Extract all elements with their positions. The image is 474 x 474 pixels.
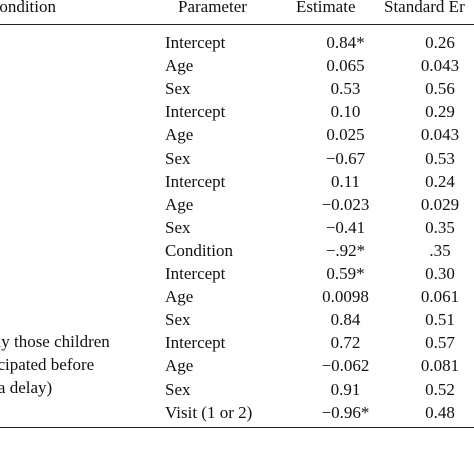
parameter-cell: Intercept: [165, 102, 226, 122]
header-standard-error: Standard Er: [384, 0, 465, 16]
parameter-cell: Intercept: [165, 333, 226, 353]
standard-error-cell: 0.26: [425, 33, 455, 52]
parameter-cell: Visit (1 or 2): [165, 402, 253, 422]
parameter-cell: Age: [165, 356, 194, 376]
standard-error-cell: 0.043: [420, 125, 460, 145]
parameter-cell: Sex: [165, 79, 191, 99]
standard-error-cell: 0.029: [420, 194, 460, 214]
header-estimate: Estimate: [296, 0, 356, 16]
parameter-cell: Intercept: [165, 264, 226, 283]
estimate-cell: −0.41: [325, 217, 366, 237]
estimate-cell: −0.67: [325, 148, 366, 168]
standard-error-cell: 0.061: [420, 287, 460, 307]
parameter-cell: Age: [165, 287, 194, 307]
standard-error-cell: 0.56: [425, 79, 455, 99]
parameter-cell: Condition: [165, 240, 234, 260]
estimate-cell: 0.91: [330, 379, 361, 399]
parameter-cell: Sex: [165, 148, 191, 168]
parameter-cell: Sex: [165, 217, 191, 237]
standard-error-cell: 0.53: [425, 148, 455, 168]
header-parameter: Parameter: [178, 0, 247, 16]
estimate-cell: 0.065: [326, 56, 365, 76]
parameter-cell: Intercept: [165, 171, 226, 191]
standard-error-cell: 0.52: [425, 379, 455, 399]
standard-error-cell: 0.48: [425, 402, 455, 422]
estimate-cell: 0.72: [330, 333, 361, 353]
estimate-cell: −.92*: [325, 240, 366, 260]
parameter-cell: Age: [165, 56, 194, 76]
standard-error-cell: 0.30: [425, 264, 455, 283]
standard-error-cell: .35: [429, 240, 451, 260]
standard-error-cell: 0.24: [425, 171, 455, 191]
parameter-cell: Intercept: [165, 33, 226, 52]
top-rule: [0, 24, 474, 26]
estimate-cell: 0.84: [330, 310, 361, 330]
bottom-rule: [0, 427, 474, 429]
header-condition: Condition: [0, 0, 57, 16]
parameter-cell: Sex: [165, 310, 191, 330]
estimate-cell: −0.96*: [321, 402, 370, 422]
standard-error-cell: 0.043: [420, 56, 460, 76]
estimate-cell: 0.53: [330, 79, 361, 99]
condition-label: nly those children: [0, 332, 110, 351]
standard-error-cell: 0.35: [425, 217, 455, 237]
standard-error-cell: 0.57: [425, 333, 455, 353]
condition-label: ticipated before: [0, 355, 95, 374]
standard-error-cell: 0.29: [425, 102, 455, 122]
standard-error-cell: 0.51: [425, 310, 455, 330]
parameter-cell: Age: [165, 194, 194, 214]
estimate-cell: 0.11: [330, 171, 361, 191]
estimate-cell: 0.84*: [326, 33, 365, 52]
estimate-cell: 0.0098: [322, 287, 369, 307]
estimate-cell: 0.025: [326, 125, 365, 145]
parameter-cell: Age: [165, 125, 194, 145]
estimate-cell: −0.023: [321, 194, 370, 214]
condition-label: r a delay): [0, 378, 53, 397]
estimate-cell: 0.10: [330, 102, 361, 122]
estimate-cell: 0.59*: [326, 264, 365, 283]
parameter-cell: Sex: [165, 379, 191, 399]
standard-error-cell: 0.081: [420, 356, 460, 376]
estimate-cell: −0.062: [321, 356, 370, 376]
